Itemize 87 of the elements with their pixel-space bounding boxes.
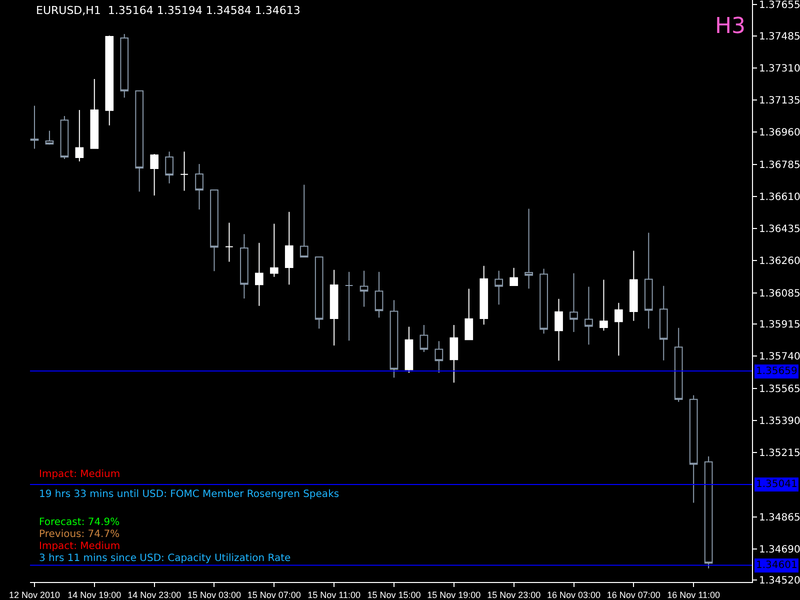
candlestick — [90, 78, 99, 149]
y-tick-label: 1.36435 — [759, 224, 800, 236]
chart-title: EURUSD,H1 1.35164 1.35194 1.34584 1.34613 — [36, 4, 300, 17]
candlestick — [390, 300, 398, 378]
candlestick — [120, 33, 129, 98]
ref-line-label: 1.35041 — [756, 479, 798, 490]
candlestick — [420, 324, 428, 352]
candlestick — [540, 268, 548, 334]
candlestick — [644, 232, 653, 330]
x-tick-label: 14 Nov 19:00 — [68, 590, 122, 600]
candlestick — [584, 286, 593, 346]
ref-line-label: 1.35659 — [756, 366, 798, 377]
y-tick-label: 1.37135 — [759, 96, 800, 107]
x-tick-label: 15 Nov 07:00 — [247, 590, 301, 600]
x-tick-label: 15 Nov 23:00 — [487, 590, 541, 600]
annotation: Impact: Medium — [39, 469, 120, 480]
y-tick-label: 1.34520 — [759, 576, 800, 587]
candlestick — [614, 302, 623, 356]
y-tick-label: 1.34865 — [759, 512, 800, 524]
candlestick — [344, 271, 354, 342]
x-tick-label: 16 Nov 07:00 — [606, 590, 660, 600]
annotation: Previous: 74.7% — [39, 529, 120, 540]
candlestick — [450, 324, 458, 384]
candlestick — [210, 190, 218, 272]
candlestick — [404, 326, 414, 374]
candlestick — [225, 222, 234, 262]
candlestick — [689, 394, 698, 504]
x-tick-label: 15 Nov 19:00 — [427, 590, 481, 600]
annotation: H3 — [715, 14, 746, 39]
candlestick — [165, 151, 174, 184]
annotation: Forecast: 74.9% — [39, 517, 120, 528]
x-tick-label: 16 Nov 03:00 — [546, 590, 601, 600]
candlestick — [105, 35, 114, 126]
candlestick — [570, 272, 578, 332]
candlestick — [240, 234, 248, 300]
candlestick — [60, 116, 69, 160]
candlestick — [554, 298, 563, 362]
y-tick-label: 1.36610 — [759, 192, 800, 203]
annotation: 19 hrs 33 mins until USD: FOMC Member Rosengren Speaks — [39, 489, 340, 500]
ref-line-label: 1.34601 — [756, 560, 798, 571]
candlestick — [255, 242, 264, 306]
candlestick — [300, 184, 308, 258]
y-tick-label: 1.35740 — [759, 352, 800, 363]
candlestick — [464, 288, 474, 340]
candlestick — [494, 270, 504, 306]
y-tick-label: 1.37310 — [759, 63, 800, 74]
candlestick — [284, 211, 294, 286]
x-tick-label: 15 Nov 03:00 — [187, 590, 242, 600]
annotation: 3 hrs 11 mins since USD: Capacity Utilization Rate — [39, 553, 291, 564]
candlestick — [30, 105, 39, 150]
y-tick-label: 1.36960 — [759, 128, 800, 139]
candlestick — [374, 271, 384, 318]
x-tick-label: 16 Nov 11:00 — [667, 590, 720, 600]
y-tick-label: 1.36085 — [759, 288, 800, 300]
candlestick — [330, 269, 338, 346]
candlestick — [314, 256, 324, 330]
candlestick — [600, 279, 608, 332]
y-tick-label: 1.37655 — [759, 0, 800, 12]
x-tick-label: 15 Nov 15:00 — [367, 590, 421, 600]
y-tick-label: 1.35565 — [759, 384, 800, 395]
y-tick-label: 1.34690 — [759, 544, 800, 556]
x-tick-label: 12 Nov 2010 — [8, 590, 60, 600]
candlestick — [480, 265, 488, 326]
candlestick — [434, 340, 444, 374]
candlestick — [360, 270, 368, 308]
x-tick-label: 14 Nov 23:00 — [128, 590, 182, 600]
candlestick — [45, 130, 54, 146]
candlestick — [510, 267, 518, 286]
y-tick-label: 1.36260 — [759, 256, 800, 268]
annotation: Impact: Medium — [39, 541, 120, 552]
x-tick-label: 15 Nov 11:00 — [308, 590, 361, 600]
candlestick — [270, 223, 278, 278]
candlestick — [195, 163, 204, 210]
y-tick-label: 1.35390 — [759, 416, 800, 427]
candlestick — [674, 327, 683, 402]
candlestick — [75, 109, 84, 162]
candlestick — [150, 154, 158, 196]
y-tick-label: 1.35215 — [759, 448, 800, 460]
candlestick — [629, 250, 638, 322]
y-tick-label: 1.35915 — [759, 320, 800, 331]
candlestick — [704, 456, 713, 569]
candlestick — [135, 90, 144, 192]
candlestick — [524, 208, 533, 290]
y-tick-label: 1.37485 — [759, 31, 800, 42]
candlestick — [659, 285, 668, 361]
y-tick-label: 1.36785 — [759, 160, 800, 171]
candlestick — [180, 151, 188, 192]
